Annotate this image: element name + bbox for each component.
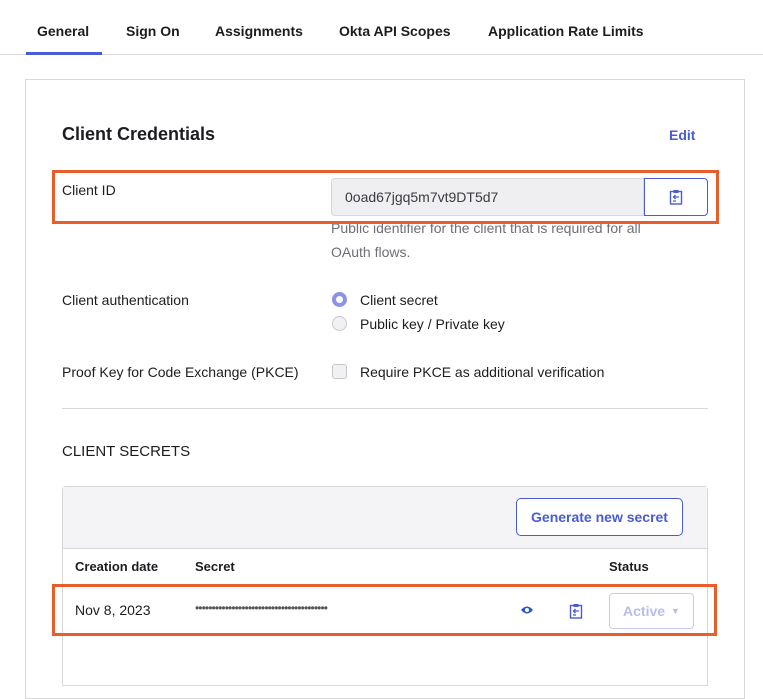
secrets-table xyxy=(62,486,708,686)
radio-public-key-label[interactable]: Public key / Private key xyxy=(360,316,505,332)
tab-application-rate-limits[interactable]: Application Rate Limits xyxy=(488,23,644,39)
column-creation-date: Creation date xyxy=(75,559,159,574)
creation-date: Nov 8, 2023 xyxy=(75,602,151,618)
active-tab-indicator xyxy=(26,52,102,55)
edit-link[interactable]: Edit xyxy=(669,127,696,143)
clipboard-icon[interactable] xyxy=(569,603,583,619)
column-secret: Secret xyxy=(195,559,235,574)
client-auth-label: Client authentication xyxy=(62,292,189,308)
copy-client-id-button[interactable] xyxy=(644,178,708,216)
radio-public-key[interactable] xyxy=(332,316,347,331)
generate-new-secret-button[interactable]: Generate new secret xyxy=(516,498,683,536)
client-id-label: Client ID xyxy=(62,182,116,198)
tab-assignments[interactable]: Assignments xyxy=(215,23,303,39)
pkce-label: Proof Key for Code Exchange (PKCE) xyxy=(62,364,299,380)
section-title: Client Credentials xyxy=(62,124,216,144)
tab-divider xyxy=(0,54,763,55)
status-value: Active xyxy=(623,603,666,619)
chevron-down-icon: ▼ xyxy=(671,606,680,616)
eye-icon[interactable] xyxy=(520,605,534,615)
secrets-table-toolbar xyxy=(63,487,707,549)
highlight-secret-row xyxy=(52,584,717,636)
radio-client-secret[interactable] xyxy=(332,292,347,307)
pkce-checkbox-label[interactable]: Require PKCE as additional verification xyxy=(360,364,605,380)
status-dropdown[interactable]: Active ▼ xyxy=(609,593,694,629)
secret-masked: •••••••••••••••••••••••••••••••••••••••• xyxy=(195,601,328,615)
clipboard-icon xyxy=(669,190,683,205)
tab-sign-on[interactable]: Sign On xyxy=(126,23,180,39)
client-secrets-title: CLIENT SECRETS xyxy=(62,443,191,460)
highlight-client-id xyxy=(52,170,719,224)
client-id-field[interactable]: 0oad67jgq5m7vt9DT5d7 xyxy=(331,178,644,216)
client-id-help: Public identifier for the client that is… xyxy=(331,220,641,260)
tab-general[interactable]: General xyxy=(37,23,90,39)
pkce-checkbox[interactable] xyxy=(332,364,347,379)
column-status: Status xyxy=(609,559,649,574)
radio-client-secret-label[interactable]: Client secret xyxy=(360,292,438,308)
tab-okta-api-scopes[interactable]: Okta API Scopes xyxy=(339,23,451,39)
divider xyxy=(62,408,708,409)
